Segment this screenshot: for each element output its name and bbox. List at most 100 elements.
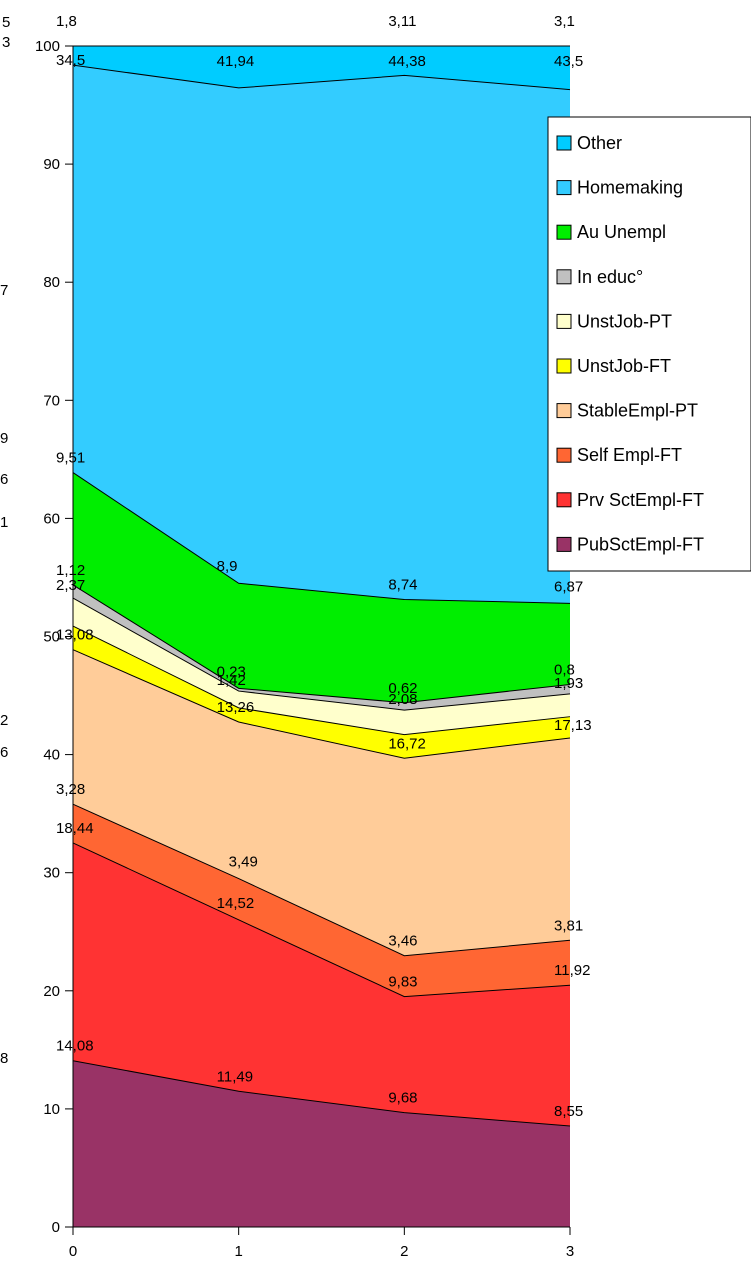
y-tick-label: 50 [43,629,60,646]
x-tick-label: 3 [566,1243,574,1260]
data-label: 1,12 [56,562,85,579]
boundary-other [72,64,571,91]
boundary-self-empl-ft [72,842,571,998]
edge-fragment-label: 6 [0,744,8,761]
data-label: 9,83 [388,974,417,991]
data-label: 6,87 [554,578,583,595]
legend-label-prv-sctempl-ft: Prv SctEmpl-FT [577,490,704,510]
legend-label-pubsctempl-ft: PubSctEmpl-FT [577,534,704,554]
y-tick-label: 80 [43,274,60,291]
data-label: 1,93 [554,675,583,692]
legend-swatch-unstjob-pt [556,313,572,329]
y-tick-label: 100 [35,38,60,55]
legend-swatch-prv-sctempl-ft [556,492,572,508]
legend-label-unstjob-ft: UnstJob-FT [577,356,671,376]
y-tick-label: 20 [43,983,60,1000]
data-label: 11,92 [554,962,590,979]
edge-fragment-label: 3 [2,34,10,51]
data-label: 41,94 [217,53,255,70]
x-tick-label: 2 [400,1243,408,1260]
data-label: 8,74 [388,577,417,594]
data-label: 34,5 [56,52,85,69]
data-label: 3,81 [554,917,583,934]
legend-label-au-unempl: Au Unempl [577,222,666,242]
boundary-unstjob-pt [72,625,571,736]
legend-swatch-pubsctempl-ft [556,536,572,552]
legend-label-other: Other [577,133,622,153]
data-label: 0,23 [217,663,246,680]
data-label: 0,62 [388,680,417,697]
area-au-unempl [73,472,570,703]
data-label: 13,08 [56,627,94,644]
area-pubsctempl-ft [73,1060,570,1227]
data-label: 14,08 [56,1038,94,1055]
legend-swatch-self-empl-ft [556,447,572,463]
data-label: 14,52 [217,895,255,912]
edge-fragment-label: 1 [0,514,8,531]
data-label: 18,44 [56,820,94,837]
boundary-stableempl-pt [72,803,571,957]
data-label: 3,28 [56,781,85,798]
boundary-au-unempl [72,584,571,704]
legend: Other Homemaking Au Unempl In educ° UnstJob-… [547,116,751,572]
area-stableempl-pt [73,649,570,956]
data-label: 44,38 [388,53,426,70]
x-tick-label: 1 [234,1243,242,1260]
legend-swatch-in-educ [556,269,572,285]
area-layers [73,46,570,1227]
legend-swatch-stableempl-pt [556,403,572,419]
data-label: 8,55 [554,1103,583,1120]
data-label: 2,08 [388,691,417,708]
axes: 0 10 20 30 40 50 60 70 80 90 100 0 1 2 3 [35,38,574,1260]
clipped-edge-labels: 5 3 7 9 6 1 2 6 8 [0,14,10,1067]
data-label: 17,13 [554,717,592,734]
data-label: 13,26 [217,699,255,716]
data-label: 9,51 [56,450,85,467]
y-tick-label: 30 [43,865,60,882]
y-tick-label: 90 [43,156,60,173]
data-label: 3,1 [554,13,575,30]
area-unstjob-ft [73,626,570,759]
data-label: 1,42 [217,672,246,689]
legend-label-unstjob-pt: UnstJob-PT [577,311,672,331]
legend-swatch-homemaking [556,180,572,196]
data-label: 0,8 [554,661,575,678]
area-prv-sctempl-ft [73,842,570,1127]
data-label: 3,46 [388,933,417,950]
y-tick-label: 10 [43,1101,60,1118]
edge-fragment-label: 5 [2,14,10,31]
edge-fragment-label: 9 [0,430,8,447]
data-label: 3,11 [388,13,416,30]
legend-swatch-other [556,135,572,151]
edge-fragment-label: 8 [0,1050,8,1067]
data-label: 43,5 [554,53,583,70]
edge-fragment-label: 6 [0,471,8,488]
area-homemaking [73,65,570,604]
legend-swatch-au-unempl [556,224,572,240]
legend-label-stableempl-pt: StableEmpl-PT [577,401,698,421]
y-tick-label: 60 [43,510,60,527]
legend-label-self-empl-ft: Self Empl-FT [577,445,682,465]
data-labels: 14,08 11,49 9,68 8,55 18,44 14,52 9,83 11,92 3,2… [56,13,592,1120]
legend-label-homemaking: Homemaking [577,178,683,198]
boundary-prv-sctempl-ft [72,1060,571,1127]
y-tick-label: 70 [43,392,60,409]
legend-swatch-unstjob-ft [556,358,572,374]
edge-fragment-label: 2 [0,712,8,729]
data-label: 1,8 [56,13,77,30]
legend-label-in-educ: In educ° [577,267,643,287]
legend-box [547,116,751,572]
area-unstjob-pt [73,598,570,735]
x-tick-label: 0 [69,1243,77,1260]
data-label: 16,72 [388,735,426,752]
y-tick-label: 40 [43,747,60,764]
boundary-homemaking [72,472,571,604]
edge-fragment-label: 7 [0,282,8,299]
data-label: 8,9 [217,558,238,575]
y-tick-label: 0 [52,1219,60,1236]
data-label: 3,49 [229,854,258,871]
data-label: 11,49 [217,1068,253,1085]
data-label: 9,68 [388,1090,417,1107]
boundary-in-educ [72,597,571,711]
